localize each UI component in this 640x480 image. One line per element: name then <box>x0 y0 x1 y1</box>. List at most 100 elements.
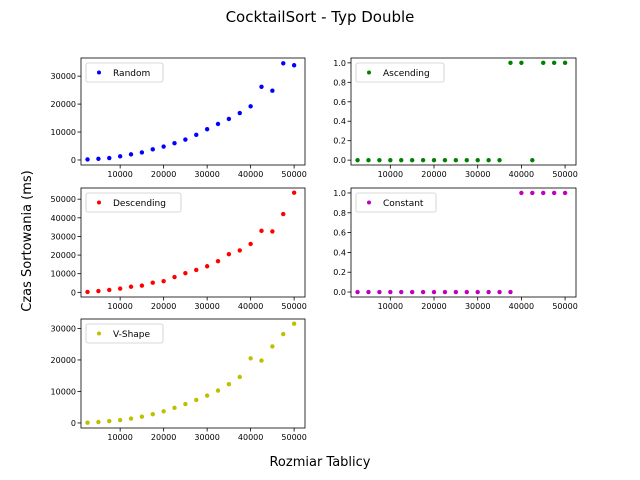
x-tick-label: 30000 <box>194 302 219 311</box>
data-point <box>519 60 524 66</box>
data-point <box>172 141 177 146</box>
data-point <box>183 137 188 142</box>
data-point <box>204 393 210 398</box>
data-point <box>139 150 145 155</box>
data-point <box>237 110 242 116</box>
y-tick-label: 20000 <box>51 356 76 365</box>
x-tick-label: 10000 <box>107 302 132 311</box>
y-tick-label: 50000 <box>51 195 76 204</box>
data-point <box>281 331 286 337</box>
x-tick-label: 20000 <box>421 170 446 179</box>
legend-box <box>85 323 164 344</box>
data-point <box>85 289 90 295</box>
data-point <box>128 284 134 289</box>
y-tick-label: 0.0 <box>333 156 346 165</box>
figure-xlabel: Rozmiar Tablicy <box>269 455 370 470</box>
data-point <box>226 116 232 122</box>
x-tick-label: 30000 <box>465 302 490 311</box>
data-point <box>270 88 275 93</box>
x-tick-label: 50000 <box>552 302 577 311</box>
data-point <box>259 228 264 234</box>
axes-frame <box>80 187 306 298</box>
data-point <box>399 289 404 295</box>
y-tick-label: 0.8 <box>333 209 346 218</box>
x-tick-label: 20000 <box>151 433 176 442</box>
x-tick-label: 40000 <box>238 302 263 311</box>
data-point <box>161 144 166 149</box>
data-point <box>117 154 123 159</box>
x-tick-label: 50000 <box>281 302 306 311</box>
figure-ylabel: Czas Sortowania (ms) <box>20 170 35 312</box>
data-point <box>431 157 437 163</box>
x-tick-label: 20000 <box>421 302 446 311</box>
x-tick-label: 30000 <box>194 170 219 179</box>
data-point <box>366 157 371 163</box>
data-point <box>128 152 134 157</box>
y-tick-label: 0.4 <box>333 117 346 126</box>
x-tick-label: 10000 <box>378 170 403 179</box>
y-tick-label: 10000 <box>51 270 76 279</box>
x-tick-label: 40000 <box>509 170 534 179</box>
legend-label: Descending <box>113 199 166 209</box>
y-tick-label: 0.0 <box>333 288 346 297</box>
axes-frame <box>80 57 306 166</box>
data-point <box>453 157 459 163</box>
legend: Descending <box>85 192 182 213</box>
data-point <box>172 274 177 280</box>
data-point <box>541 60 546 66</box>
data-point <box>204 264 210 269</box>
data-point <box>442 157 448 163</box>
data-point <box>139 414 145 419</box>
x-tick-label: 40000 <box>509 302 534 311</box>
data-point <box>281 61 286 66</box>
data-point <box>237 248 242 253</box>
y-tick-label: 0 <box>71 288 76 297</box>
data-point <box>194 397 199 403</box>
legend-label: Random <box>113 69 150 79</box>
y-tick-label: 10000 <box>51 128 76 137</box>
figure-title: CocktailSort - Typ Double <box>226 8 415 26</box>
data-point <box>562 60 568 66</box>
data-point <box>366 289 371 295</box>
data-point <box>204 127 210 132</box>
data-point <box>150 280 155 285</box>
x-tick-label: 50000 <box>552 170 577 179</box>
data-point <box>281 211 286 217</box>
data-point <box>96 288 101 294</box>
x-tick-label: 10000 <box>378 302 403 311</box>
legend: Ascending <box>355 62 445 83</box>
axes-frame <box>350 187 577 298</box>
data-point <box>139 283 145 288</box>
data-point <box>215 388 221 393</box>
data-point <box>497 157 502 163</box>
x-tick-label: 20000 <box>151 302 176 311</box>
legend-box <box>85 192 182 213</box>
data-point <box>128 416 134 421</box>
data-point <box>486 289 491 295</box>
data-point <box>183 401 188 407</box>
data-point <box>248 104 253 109</box>
legend-marker <box>367 200 371 205</box>
data-point <box>464 289 469 295</box>
data-point <box>270 344 275 349</box>
y-tick-label: 0.4 <box>333 248 346 257</box>
data-point <box>399 157 404 163</box>
x-tick-label: 50000 <box>281 433 306 442</box>
data-point <box>107 155 112 161</box>
y-tick-label: 0.2 <box>333 137 346 146</box>
legend-marker <box>367 70 371 75</box>
data-point <box>117 417 123 423</box>
data-point <box>431 289 437 295</box>
data-point <box>226 251 232 257</box>
y-tick-label: 10000 <box>51 387 76 396</box>
legend-box <box>85 62 164 83</box>
data-point <box>194 132 199 138</box>
data-point <box>248 241 253 247</box>
x-tick-label: 30000 <box>465 170 490 179</box>
x-tick-label: 10000 <box>107 170 132 179</box>
data-point <box>420 157 426 163</box>
y-tick-label: 30000 <box>51 72 76 81</box>
data-point <box>117 286 123 291</box>
y-tick-label: 30000 <box>51 324 76 333</box>
